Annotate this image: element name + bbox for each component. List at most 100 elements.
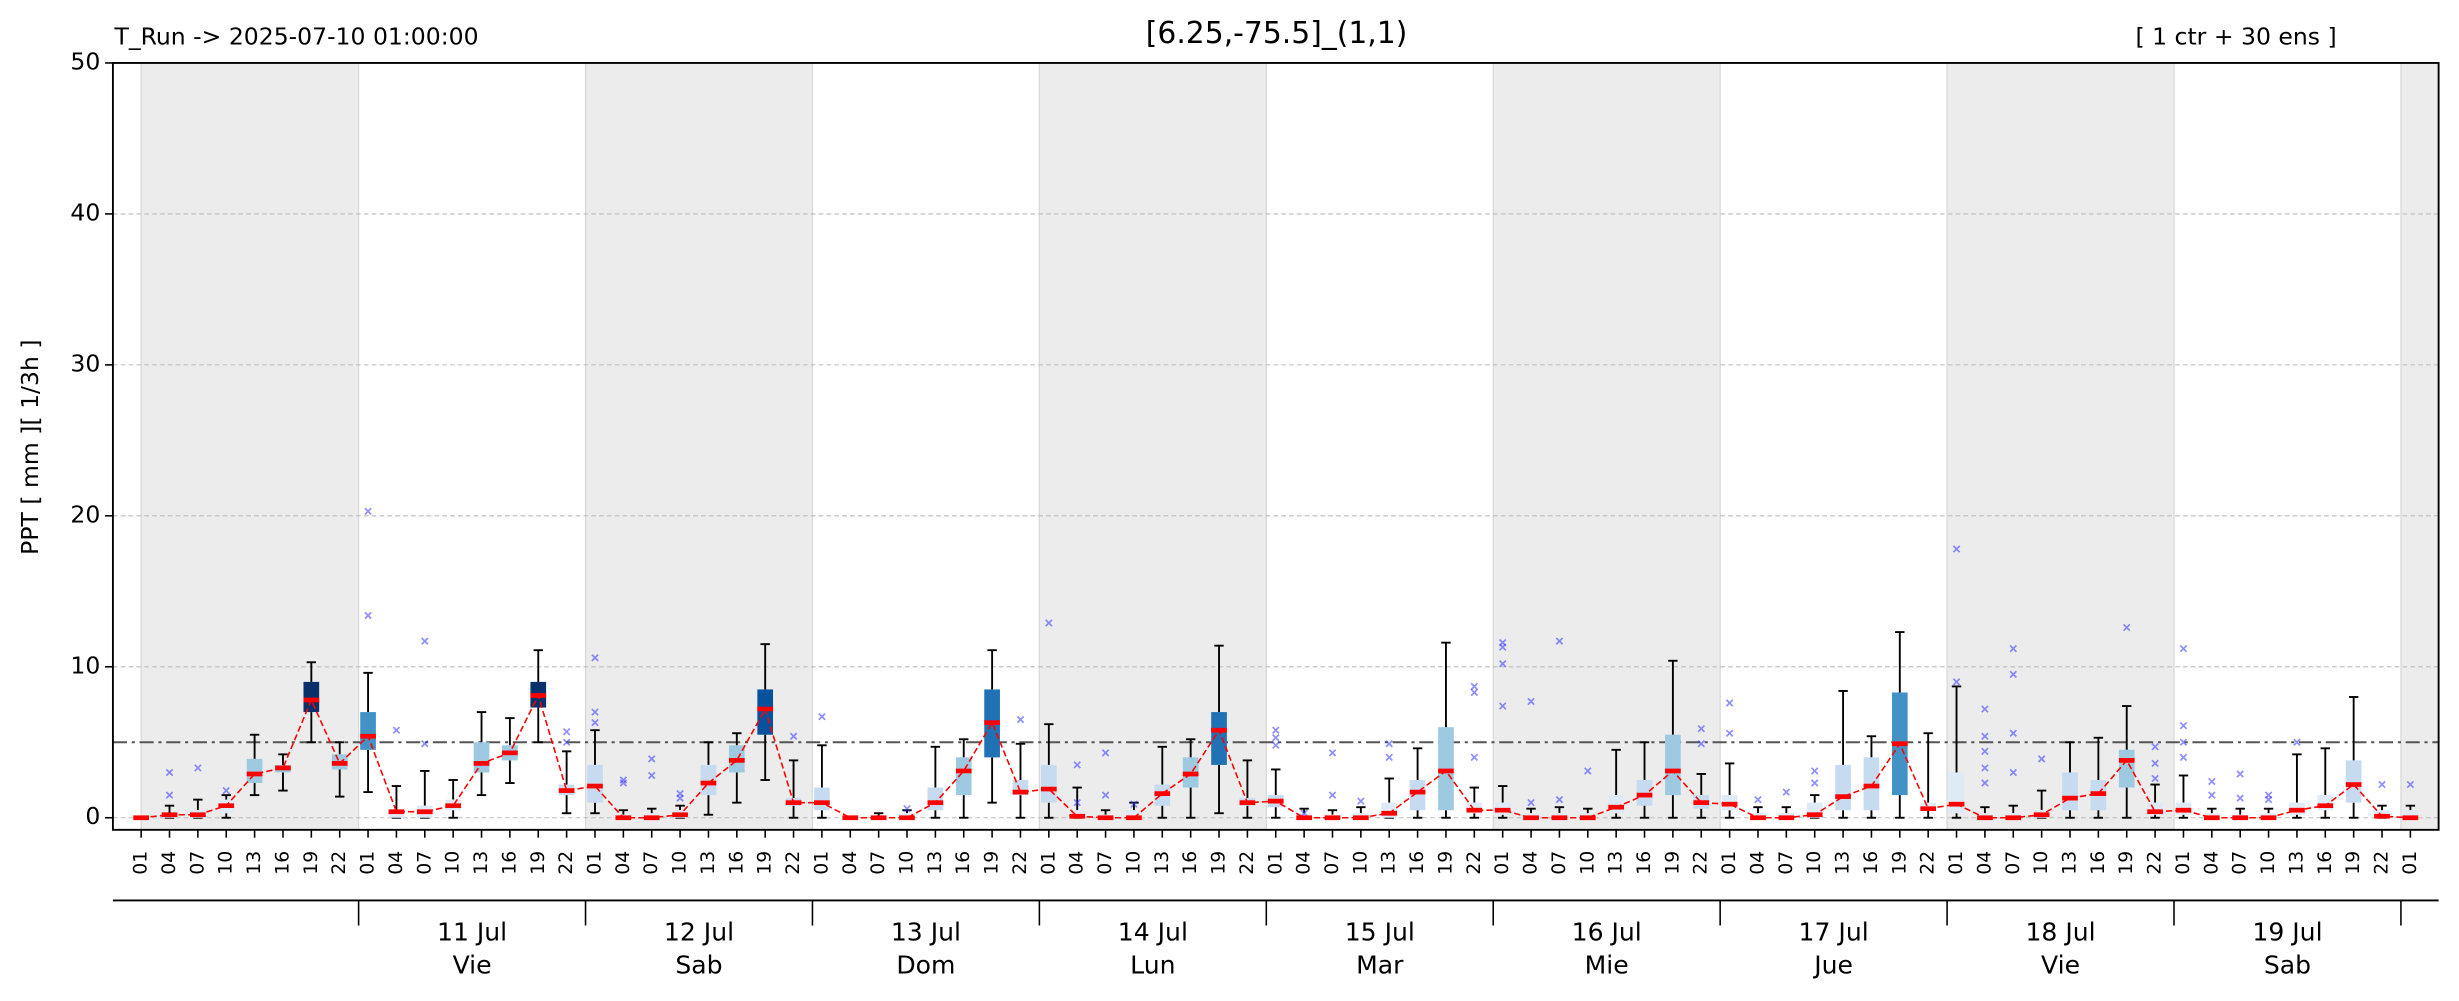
y-tick-label: 20	[70, 500, 100, 528]
outlier	[2151, 743, 2159, 751]
x-tick-label: 22	[1237, 851, 1258, 875]
x-tick-label: 19	[1209, 851, 1230, 875]
x-tick-label: 01	[1719, 851, 1740, 875]
x-tick-label: 16	[2088, 851, 2109, 875]
x-tick-label: 19	[528, 851, 549, 875]
outlier	[1697, 740, 1705, 748]
x-tick-label: 10	[1350, 851, 1371, 875]
day-date: 18 Jul	[2025, 917, 2095, 946]
outlier	[2179, 738, 2188, 747]
outlier	[165, 791, 174, 799]
x-tick-label: 13	[925, 851, 946, 875]
x-tick-label: 16	[272, 851, 293, 875]
x-tick-label: 16	[2315, 851, 2336, 875]
outlier	[1073, 798, 1081, 807]
outlier	[647, 771, 656, 780]
x-tick-label: 01	[584, 851, 605, 875]
outlier	[1272, 733, 1280, 742]
day-weekday: Jue	[1812, 950, 1853, 979]
x-tick-label: 01	[1492, 851, 1513, 875]
outlier	[2236, 770, 2244, 778]
x-tick-label: 04	[159, 851, 180, 875]
outlier	[619, 776, 628, 784]
x-tick-label: 16	[1861, 851, 1882, 875]
x-tick-label: 16	[726, 851, 747, 875]
outlier	[1725, 699, 1734, 707]
outlier	[1385, 740, 1393, 748]
box	[2402, 810, 2419, 818]
x-tick-label: 01	[1038, 851, 1059, 875]
x-tick-label: 22	[2145, 851, 2166, 875]
x-tick-label: 04	[1974, 851, 1995, 875]
outlier	[1697, 724, 1705, 733]
x-tick-label: 13	[1833, 851, 1854, 875]
x-tick-label: 19	[1435, 851, 1456, 875]
background	[140, 62, 2440, 831]
outlier	[2264, 791, 2273, 799]
y-tick-label: 30	[70, 349, 100, 377]
outlier	[1300, 809, 1308, 817]
night-band	[1946, 62, 2175, 831]
day-weekday: Vie	[2041, 950, 2080, 979]
outlier	[1981, 764, 1989, 772]
x-tick-label: 22	[556, 851, 577, 875]
outlier	[1101, 791, 1110, 799]
box	[246, 758, 263, 784]
x-tick-label: 13	[1152, 851, 1173, 875]
x-tick-label: 10	[216, 851, 237, 875]
outlier	[2009, 670, 2018, 679]
outlier	[591, 718, 599, 727]
x-tick-label: 01	[131, 851, 152, 875]
outlier	[2037, 755, 2046, 763]
chart-title: [6.25,-75.5]_(1,1)	[1146, 16, 1408, 51]
day-weekday: Sab	[675, 950, 722, 979]
outlier	[1498, 660, 1507, 668]
outlier	[1272, 741, 1280, 750]
x-tick-label: 10	[1123, 851, 1144, 875]
outlier	[591, 653, 599, 662]
x-tick-label: 04	[613, 851, 634, 875]
box	[303, 681, 320, 713]
x-tick-label: 07	[868, 851, 889, 875]
outlier	[1385, 753, 1393, 762]
outlier	[2179, 721, 2188, 730]
night-band	[140, 62, 360, 831]
outlier	[1981, 732, 1989, 740]
outlier	[647, 755, 656, 763]
x-tick-label: 01	[2173, 851, 2194, 875]
x-tick-label: 19	[755, 851, 776, 875]
x-tick-label: 22	[2372, 851, 2393, 875]
box	[1409, 780, 1426, 811]
x-tick-label: 07	[1776, 851, 1797, 875]
outlier	[903, 804, 911, 813]
day-date: 17 Jul	[1799, 917, 1869, 946]
x-tick-label: 07	[1322, 851, 1343, 875]
x-tick-label: 04	[2201, 851, 2222, 875]
x-tick-label: 13	[1606, 851, 1627, 875]
x-tick-label: 22	[783, 851, 804, 875]
x-tick-label: 04	[1067, 851, 1088, 875]
y-tick-label: 40	[70, 198, 100, 226]
x-tick-label: 13	[244, 851, 265, 875]
x-tick-label: 22	[1918, 851, 1939, 875]
box	[927, 787, 944, 811]
x-tick-label: 07	[414, 851, 435, 875]
day-weekday: Lun	[1130, 950, 1175, 979]
x-tick-label: 10	[1577, 851, 1598, 875]
y-tick-label: 50	[70, 47, 100, 75]
outlier	[1952, 678, 1961, 686]
x-tick-label: 19	[301, 851, 322, 875]
day-weekday: Dom	[896, 950, 955, 979]
run-label: T_Run -> 2025-07-10 01:00:00	[113, 22, 478, 50]
box	[473, 742, 490, 773]
x-tick-label: 13	[2059, 851, 2080, 875]
outlier	[1045, 619, 1053, 627]
outlier	[2293, 738, 2301, 747]
night-band	[1492, 62, 1721, 831]
outlier	[1470, 682, 1479, 691]
x-tick-label: 13	[2286, 851, 2307, 875]
x-tick-label: 07	[2230, 851, 2251, 875]
outlier	[1981, 705, 1989, 713]
box	[955, 757, 972, 796]
